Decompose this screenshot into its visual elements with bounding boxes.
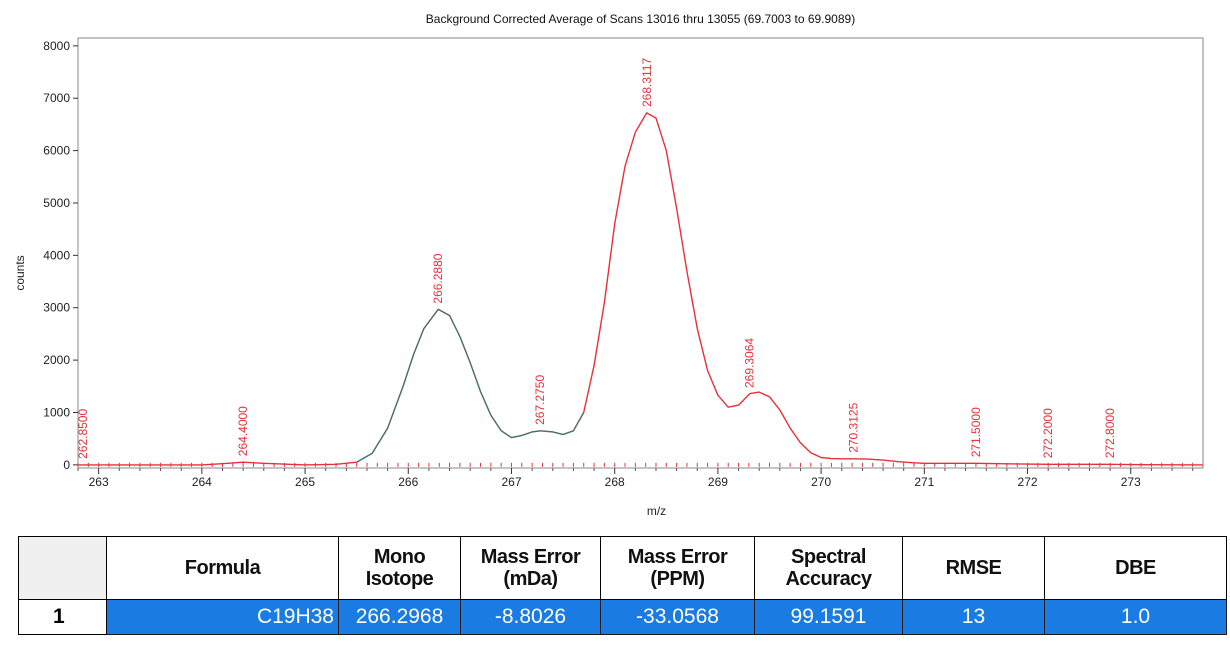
y-tick-label: 3000: [43, 301, 70, 315]
column-header-mass-error-mda[interactable]: Mass Error (mDa): [460, 536, 601, 600]
header-line-1: RMSE: [945, 557, 1002, 579]
table-header-row: Formula Mono Isotope Mass Error (mDa) Mass…: [18, 536, 1227, 600]
cell-spectral-accuracy[interactable]: 99.1591: [754, 599, 903, 635]
x-axis-label: m/z: [647, 504, 666, 518]
y-tick-label: 4000: [43, 248, 70, 262]
column-header-formula[interactable]: Formula: [106, 536, 339, 600]
peak-label: 264.4000: [236, 406, 250, 456]
header-line-2: (PPM): [650, 568, 705, 590]
column-header-dbe[interactable]: DBE: [1044, 536, 1227, 600]
x-tick-label: 263: [89, 475, 109, 489]
peak-label: 271.5000: [969, 407, 983, 457]
peak-label: 266.2880: [431, 253, 445, 303]
row-number[interactable]: 1: [18, 599, 107, 635]
mass-spectrum-chart: Background Corrected Average of Scans 13…: [13, 12, 1204, 518]
y-tick-label: 5000: [43, 196, 70, 210]
y-tick-label: 1000: [43, 405, 70, 419]
table-row[interactable]: 1 C19H38 266.2968 -8.8026 -33.0568 99.15…: [18, 599, 1227, 635]
header-line-2: Isotope: [365, 568, 434, 590]
header-line-1: Mass Error: [480, 546, 581, 568]
chart-canvas: Background Corrected Average of Scans 13…: [13, 12, 1204, 518]
header-line-2: Accuracy: [785, 568, 872, 590]
y-tick-label: 6000: [43, 144, 70, 158]
row-header-corner: [18, 536, 107, 600]
header-line-1: Formula: [184, 557, 261, 579]
x-tick-label: 265: [295, 475, 315, 489]
x-tick-label: 269: [708, 475, 728, 489]
column-header-rmse[interactable]: RMSE: [902, 536, 1045, 600]
y-axis-label: counts: [13, 255, 27, 290]
cell-dbe[interactable]: 1.0: [1044, 599, 1227, 635]
x-tick-label: 266: [398, 475, 418, 489]
peak-label: 272.2000: [1041, 408, 1055, 458]
y-tick-label: 7000: [43, 91, 70, 105]
series-line-2: [356, 308, 585, 463]
x-tick-label: 272: [1018, 475, 1038, 489]
peak-label: 267.2750: [533, 375, 547, 425]
x-tick-label: 268: [605, 475, 625, 489]
column-header-mono-isotope[interactable]: Mono Isotope: [338, 536, 461, 600]
x-tick-label: 264: [192, 475, 212, 489]
x-tick-label: 270: [811, 475, 831, 489]
chart-title: Background Corrected Average of Scans 13…: [426, 12, 855, 26]
cell-rmse[interactable]: 13: [902, 599, 1045, 635]
column-header-spectral-accuracy[interactable]: Spectral Accuracy: [754, 536, 903, 600]
formula-results-table: Formula Mono Isotope Mass Error (mDa) Mass…: [18, 536, 1227, 635]
column-header-mass-error-ppm[interactable]: Mass Error (PPM): [600, 536, 755, 600]
x-tick-label: 267: [501, 475, 521, 489]
cell-mass-error-ppm[interactable]: -33.0568: [600, 599, 755, 635]
y-tick-label: 2000: [43, 353, 70, 367]
peak-label: 262.8500: [76, 409, 90, 459]
peak-label: 269.3064: [743, 338, 757, 388]
peak-label: 270.3125: [846, 402, 860, 452]
cell-mono-isotope[interactable]: 266.2968: [338, 599, 461, 635]
y-tick-label: 0: [63, 458, 70, 472]
cell-mass-error-mda[interactable]: -8.8026: [460, 599, 601, 635]
header-line-1: DBE: [1115, 557, 1156, 579]
plot-frame: [77, 37, 1204, 469]
peak-label: 272.8000: [1103, 408, 1117, 458]
header-line-2: (mDa): [503, 568, 558, 590]
header-line-1: Spectral: [791, 546, 866, 568]
x-tick-label: 273: [1121, 475, 1141, 489]
header-line-1: Mono: [373, 546, 426, 568]
y-tick-label: 8000: [43, 39, 70, 53]
cell-formula[interactable]: C19H38: [106, 599, 339, 635]
x-tick-label: 271: [914, 475, 934, 489]
header-line-1: Mass Error: [627, 546, 728, 568]
peak-label: 268.3117: [640, 58, 654, 107]
